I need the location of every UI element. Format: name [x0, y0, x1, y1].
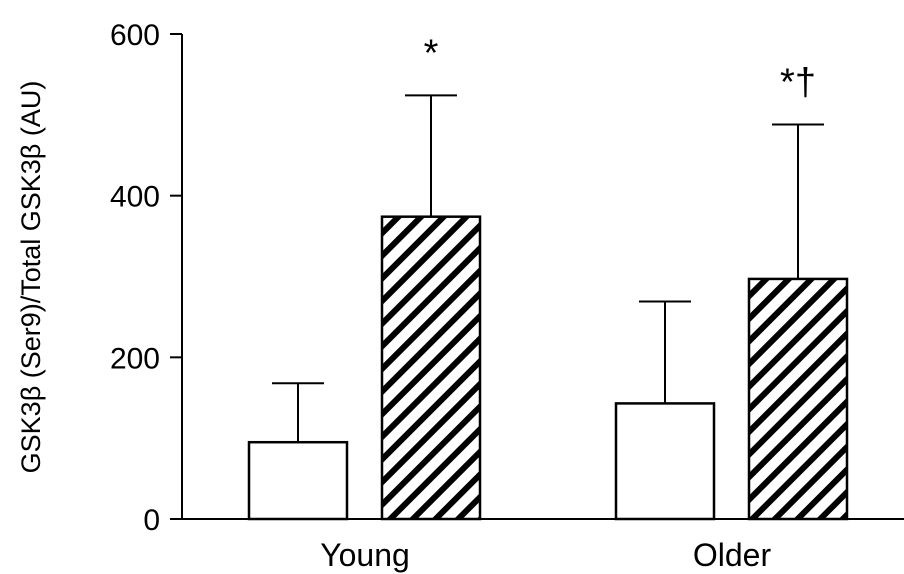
x-category-label: Older	[693, 537, 772, 573]
x-category-label: Young	[320, 537, 410, 573]
significance-annotation: *	[424, 32, 439, 74]
y-axis-title: GSK3β (Ser9)/Total GSK3β (AU)	[16, 81, 46, 474]
bar-white	[247, 440, 349, 521]
bars: Young * Older *†	[247, 32, 849, 573]
y-tick-label: 400	[110, 181, 160, 214]
bar-hatched	[380, 215, 482, 521]
y-tick-label: 600	[110, 19, 160, 52]
bar-hatched	[747, 277, 849, 521]
bar-white	[614, 402, 716, 521]
significance-annotation: *†	[780, 62, 816, 104]
y-tick-label: 0	[143, 504, 160, 537]
y-tick-label: 200	[110, 342, 160, 375]
